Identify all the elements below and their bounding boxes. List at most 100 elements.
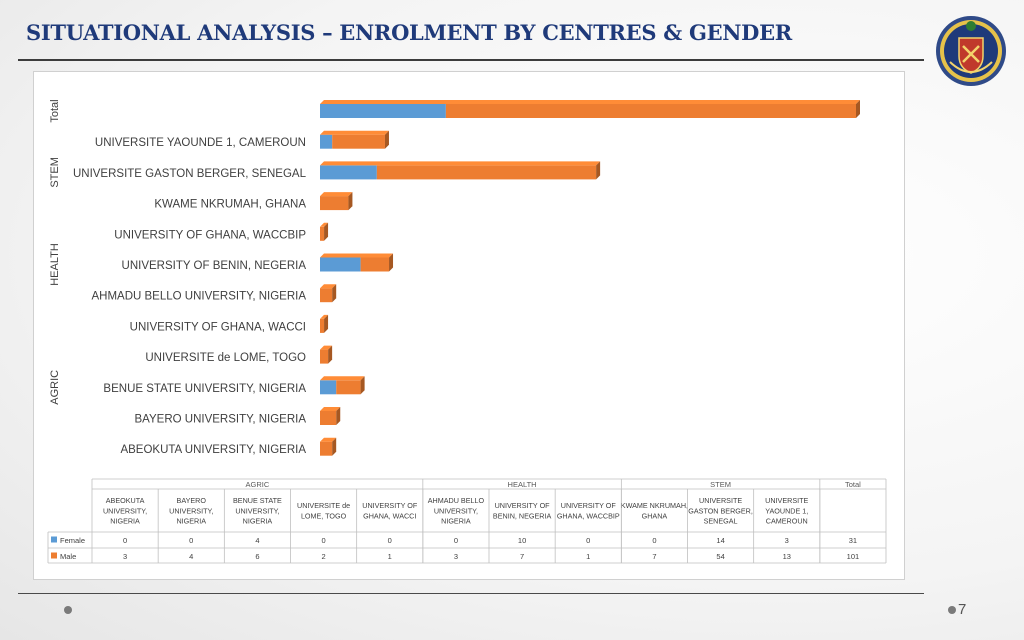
group-label: AGRIC: [49, 370, 61, 405]
table-value-female: 4: [255, 536, 259, 545]
bar-female: [320, 165, 377, 180]
table-column-header: UNIVERSITY,: [434, 506, 478, 515]
table-column-header: UNIVERSITY OF: [561, 501, 617, 510]
bar-male: [320, 196, 349, 211]
university-crest-icon: [936, 16, 1006, 86]
table-column-header: CAMEROUN: [766, 517, 808, 526]
table-value-female: 10: [518, 536, 526, 545]
table-column-header: GHANA, WACCBIP: [557, 511, 620, 520]
table-group-header: AGRIC: [246, 480, 270, 489]
bar-side-face: [324, 314, 329, 333]
table-value-female: 0: [652, 536, 656, 545]
bar-side-face: [332, 437, 337, 456]
bar-top-face: [320, 161, 601, 166]
bar-side-face: [332, 284, 337, 303]
bar-top-face: [320, 222, 329, 227]
table-column-header: BAYERO: [177, 496, 207, 505]
bar-male: [376, 165, 597, 180]
table-group-header: Total: [845, 480, 861, 489]
table-column-header: KWAME NKRUMAH,: [621, 501, 688, 510]
slide-title: SITUATIONAL ANALYSIS – ENROLMENT BY CENT…: [26, 20, 792, 45]
category-label: AHMADU BELLO UNIVERSITY, NIGERIA: [91, 291, 306, 303]
table-group-header: STEM: [710, 480, 731, 489]
table-column-header: UNIVERSITE de: [297, 501, 350, 510]
table-value-male: 1: [586, 552, 590, 561]
table-column-header: NIGERIA: [441, 517, 471, 526]
bar-top-face: [320, 130, 389, 135]
bar-side-face: [856, 100, 860, 118]
slide-number: 7: [958, 601, 967, 618]
legend-label-male: Male: [60, 552, 76, 561]
table-value-male: 3: [454, 552, 458, 561]
table-value-female: 0: [123, 536, 127, 545]
title-divider: [18, 59, 924, 61]
enrolment-chart: ABEOKUTA UNIVERSITY, NIGERIA BAYERO UNIVE…: [47, 99, 887, 564]
category-label: UNIVERSITY OF BENIN, NEGERIA: [122, 260, 307, 272]
footer-bullet-right: [948, 606, 956, 614]
table-value-female: 3: [785, 536, 789, 545]
bar-top-face: [320, 345, 333, 350]
table-column-header: NIGERIA: [243, 517, 273, 526]
table-value-male: 7: [520, 552, 524, 561]
category-label: BAYERO UNIVERSITY, NIGERIA: [135, 414, 307, 426]
chart-frame: ABEOKUTA UNIVERSITY, NIGERIA BAYERO UNIVE…: [33, 71, 905, 580]
bar-male: [320, 441, 333, 456]
footer-divider: [18, 593, 924, 594]
bar-side-face: [389, 253, 394, 272]
table-column-header: SENEGAL: [704, 517, 738, 526]
footer-bullet-left: [64, 606, 72, 614]
table-value-male: 7: [652, 552, 656, 561]
table-column-header: UNIVERSITY,: [103, 506, 147, 515]
legend-swatch-male: [51, 552, 57, 559]
table-value-female: 0: [454, 536, 458, 545]
table-column-header: BENUE STATE: [233, 496, 282, 505]
legend-label-female: Female: [60, 536, 85, 545]
table-column-header: UNIVERSITY OF: [495, 501, 551, 510]
category-label: UNIVERSITY OF GHANA, WACCI: [130, 321, 306, 333]
group-label: HEALTH: [49, 243, 61, 286]
table-column-header: UNIVERSITY,: [169, 506, 213, 515]
table-value-male: 2: [321, 552, 325, 561]
bar-top-face: [320, 407, 341, 411]
table-column-header: LOME, TOGO: [301, 511, 347, 520]
table-value-male: 13: [783, 552, 791, 561]
table-value-female: 31: [849, 536, 857, 545]
table-value-female: 0: [321, 536, 325, 545]
bar-male: [320, 288, 333, 303]
bar-side-face: [336, 407, 341, 425]
bar-top-face: [320, 100, 860, 104]
table-column-header: YAOUNDE 1,: [765, 506, 808, 515]
table-value-male: 1: [388, 552, 392, 561]
bar-side-face: [360, 376, 365, 395]
table-column-header: BENIN, NEGERIA: [493, 511, 552, 520]
bar-side-face: [324, 222, 329, 241]
table-value-female: 0: [586, 536, 590, 545]
bar-side-face: [348, 192, 353, 211]
bar-female: [320, 257, 361, 272]
bar-male: [332, 134, 385, 149]
category-label: UNIVERSITE de LOME, TOGO: [145, 352, 306, 364]
table-group-header: HEALTH: [508, 480, 537, 489]
category-label: UNIVERSITY OF GHANA, WACCBIP: [114, 229, 306, 241]
table-value-female: 0: [388, 536, 392, 545]
table-value-male: 4: [189, 552, 193, 561]
bar-side-face: [596, 161, 601, 180]
bar-top-face: [320, 376, 365, 381]
table-column-header: GHANA: [642, 511, 668, 520]
table-column-header: NIGERIA: [110, 517, 140, 526]
table-column-header: UNIVERSITY OF: [362, 501, 418, 510]
table-column-header: UNIVERSITY,: [235, 506, 279, 515]
group-label: STEM: [49, 157, 61, 188]
category-label: UNIVERSITE YAOUNDE 1, CAMEROUN: [95, 137, 306, 149]
bar-top-face: [320, 192, 353, 197]
bar-male: [336, 380, 361, 395]
bar-side-face: [384, 130, 389, 149]
table-value-male: 6: [255, 552, 259, 561]
bar-top-face: [320, 437, 337, 442]
table-column-header: UNIVERSITE: [699, 496, 742, 505]
category-label: KWAME NKRUMAH, GHANA: [154, 199, 306, 211]
table-column-header: ABEOKUTA: [106, 496, 145, 505]
bar-female: [320, 380, 337, 395]
category-label: ABEOKUTA UNIVERSITY, NIGERIA: [120, 444, 306, 456]
group-label: Total: [49, 99, 61, 122]
